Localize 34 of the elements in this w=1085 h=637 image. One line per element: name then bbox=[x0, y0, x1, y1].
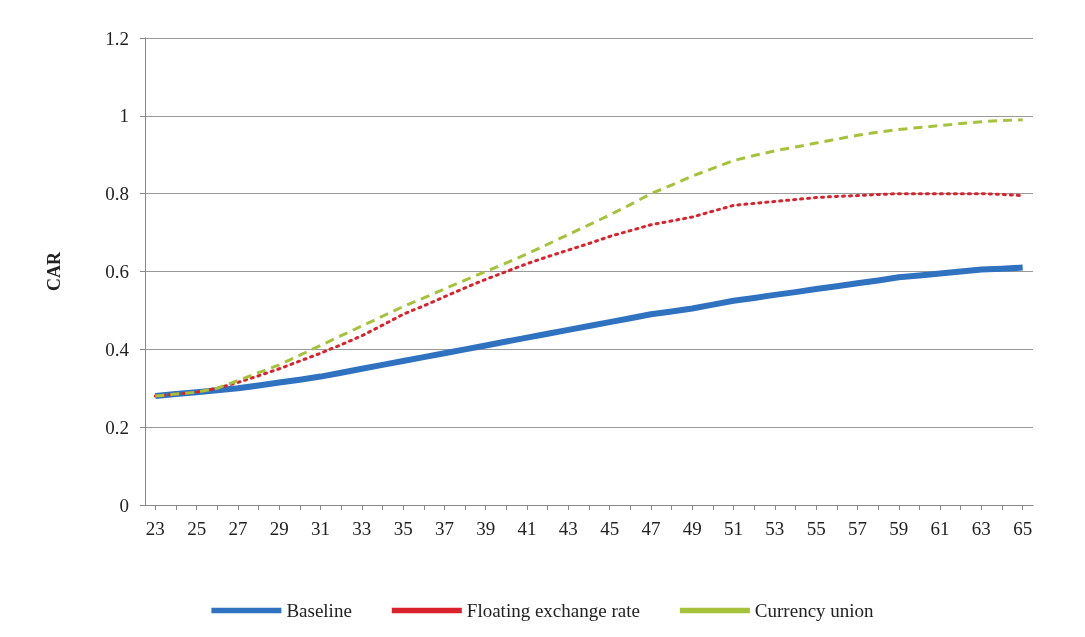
x-tick-label: 41 bbox=[517, 518, 537, 539]
x-tick-label: 23 bbox=[145, 518, 165, 539]
x-tick-label: 37 bbox=[434, 518, 454, 539]
x-tick-label: 65 bbox=[1013, 518, 1033, 539]
x-tick-label: 45 bbox=[600, 518, 620, 539]
x-tick-label: 31 bbox=[311, 518, 331, 539]
x-tick-label: 35 bbox=[393, 518, 413, 539]
y-tick-label: 0 bbox=[119, 494, 129, 516]
x-tick-label: 61 bbox=[930, 518, 950, 539]
x-tick-label: 55 bbox=[806, 518, 826, 539]
x-tick-label: 29 bbox=[269, 518, 289, 539]
legend-label: Baseline bbox=[286, 600, 352, 621]
x-tick-label: 53 bbox=[765, 518, 785, 539]
x-tick-label: 25 bbox=[187, 518, 207, 539]
x-tick-label: 27 bbox=[228, 518, 248, 539]
x-tick-label: 57 bbox=[847, 518, 867, 539]
legend-label: Floating exchange rate bbox=[466, 600, 640, 621]
y-tick-label: 0.6 bbox=[105, 261, 129, 282]
x-tick-label: 51 bbox=[724, 518, 744, 539]
x-tick-label: 33 bbox=[352, 518, 372, 539]
x-tick-label: 59 bbox=[889, 518, 909, 539]
legend-label: Currency union bbox=[754, 600, 875, 621]
x-tick-label: 39 bbox=[476, 518, 496, 539]
y-tick-label: 1.2 bbox=[105, 27, 129, 49]
line-series bbox=[153, 118, 1025, 398]
y-tick-label: 0.8 bbox=[105, 183, 129, 205]
y-tick-label: 0.4 bbox=[105, 338, 130, 360]
x-tick-label: 43 bbox=[558, 518, 578, 539]
x-tick-label: 47 bbox=[641, 518, 661, 539]
y-axis-title: CAR bbox=[44, 251, 64, 291]
x-tick-label: 49 bbox=[682, 518, 702, 539]
x-tick-label: 63 bbox=[971, 518, 991, 539]
y-tick-label: 0.2 bbox=[105, 416, 129, 438]
y-tick-label: 1 bbox=[119, 105, 129, 127]
